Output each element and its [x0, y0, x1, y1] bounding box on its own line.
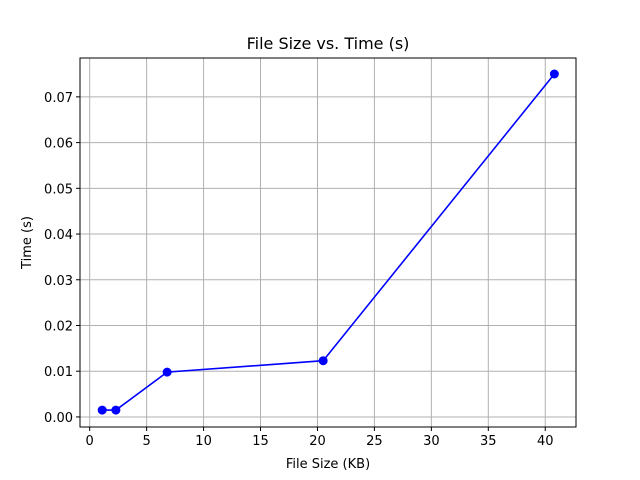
- y-tick-label: 0.02: [44, 319, 73, 334]
- ticks: 0 5 10 15 20 25 30 35 40 0.00 0.01 0.02 0.03 0.04 0.05…: [44, 91, 553, 449]
- y-tick-label: 0.07: [44, 91, 73, 106]
- y-tick-label: 0.03: [44, 274, 73, 289]
- x-tick-label: 5: [142, 434, 150, 449]
- data-point: [97, 405, 107, 415]
- x-tick-label: 15: [252, 434, 269, 449]
- data-point: [162, 367, 172, 377]
- x-axis-label: File Size (KB): [286, 457, 370, 472]
- y-axis-label: Time (s): [20, 216, 35, 270]
- x-tick-label: 25: [366, 434, 383, 449]
- series-layer: [97, 69, 559, 415]
- y-tick-label: 0.00: [44, 411, 73, 426]
- data-point: [318, 356, 328, 366]
- grid: [80, 58, 576, 427]
- y-tick-label: 0.01: [44, 365, 73, 380]
- x-tick-label: 30: [423, 434, 440, 449]
- data-point: [111, 405, 121, 415]
- plot-frame: [79, 57, 577, 428]
- x-tick-label: 40: [537, 434, 554, 449]
- chart-title: File Size vs. Time (s): [247, 34, 410, 53]
- y-tick-label: 0.04: [44, 228, 73, 243]
- x-tick-label: 0: [86, 434, 94, 449]
- x-tick-label: 35: [480, 434, 497, 449]
- x-tick-label: 10: [195, 434, 212, 449]
- x-tick-label: 20: [309, 434, 326, 449]
- y-tick-label: 0.05: [44, 182, 73, 197]
- y-tick-label: 0.06: [44, 137, 73, 152]
- data-point: [549, 69, 559, 79]
